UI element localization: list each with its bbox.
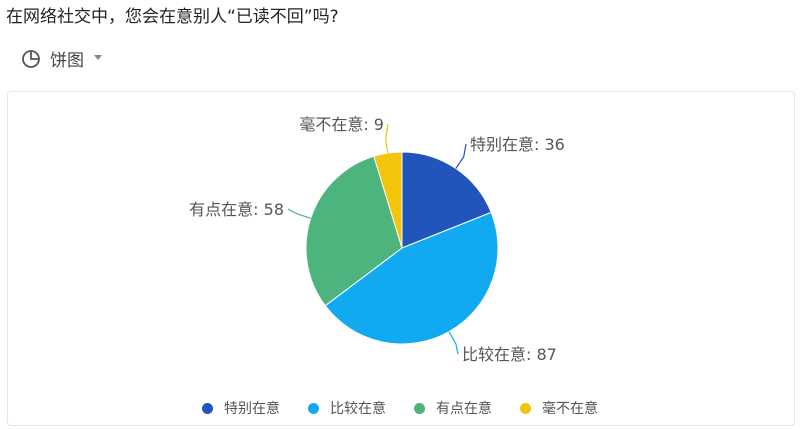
label-leader-line xyxy=(455,143,467,169)
slice-label: 毫不在意: 9 xyxy=(299,115,384,134)
slice-label: 比较在意: 87 xyxy=(462,345,557,364)
question-title: 在网络社交中，您会在意别人“已读不回”吗? xyxy=(6,7,339,27)
chart-type-label: 饼图 xyxy=(50,51,84,71)
label-leader-line xyxy=(287,208,311,219)
label-leader-line xyxy=(448,331,459,355)
legend-label: 毫不在意 xyxy=(542,401,598,417)
legend-item[interactable]: 比较在意 xyxy=(308,398,386,418)
caret-down-icon xyxy=(94,55,102,60)
legend-marker xyxy=(520,402,531,414)
chart-legend: 特别在意 比较在意 有点在意 毫不在意 xyxy=(0,398,800,418)
legend-marker xyxy=(202,402,213,414)
legend-marker xyxy=(308,402,319,414)
pie-chart-icon xyxy=(22,49,40,68)
legend-item[interactable]: 特别在意 xyxy=(202,398,280,418)
pie-slice[interactable] xyxy=(305,155,403,307)
slice-label: 有点在意: 58 xyxy=(189,200,284,219)
legend-label: 有点在意 xyxy=(436,401,492,417)
slice-label: 特别在意: 36 xyxy=(470,135,565,154)
chart-type-dropdown[interactable]: 饼图 xyxy=(20,46,102,71)
legend-label: 比较在意 xyxy=(330,401,386,417)
legend-label: 特别在意 xyxy=(224,401,280,417)
legend-item[interactable]: 毫不在意 xyxy=(520,398,598,418)
label-leader-line xyxy=(385,123,389,154)
pie-slice[interactable] xyxy=(324,211,499,345)
legend-item[interactable]: 有点在意 xyxy=(414,398,492,418)
legend-marker xyxy=(414,402,425,414)
